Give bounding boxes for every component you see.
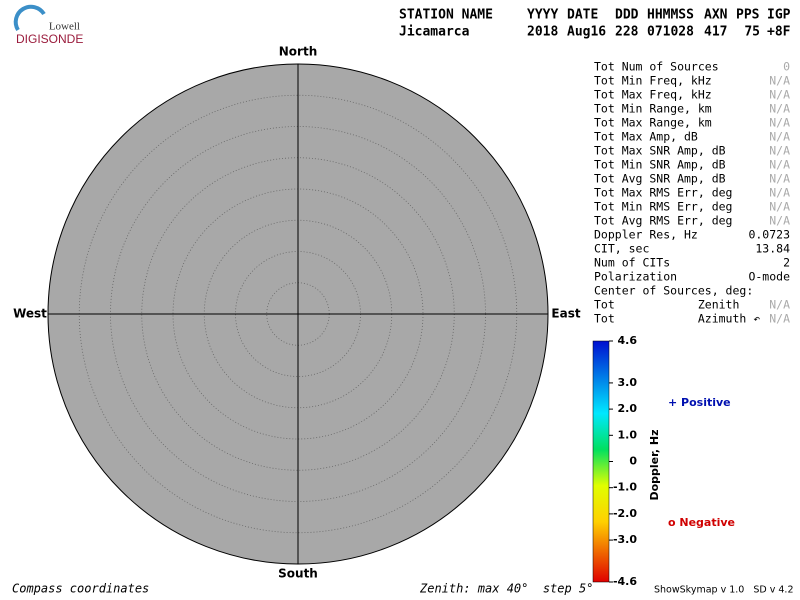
colorbar-tick-label: -4.6	[613, 575, 637, 588]
stat-value: N/A	[769, 214, 790, 228]
stat-label: Tot Min Range, km	[594, 102, 712, 116]
stat-label: Tot Max SNR Amp, dB	[594, 144, 726, 158]
header-label: HHMMSS	[647, 8, 694, 23]
header-label: DATE	[567, 8, 598, 23]
positive-legend: + Positive	[668, 396, 731, 409]
stat-value: N/A	[769, 130, 790, 144]
header-label: STATION NAME	[399, 8, 493, 23]
stat-label: Tot Min Freq, kHz	[594, 74, 712, 88]
header-label: AXN	[704, 8, 728, 23]
stat-value: O-mode	[748, 270, 790, 284]
stat-value: 0	[783, 60, 790, 74]
stat-value: 0.0723	[748, 228, 790, 242]
colorbar	[592, 340, 610, 583]
header-value: +8F	[767, 25, 791, 40]
header-value: 75	[744, 25, 760, 40]
stat-value: N/A	[769, 186, 790, 200]
stat-value: N/A	[769, 102, 790, 116]
footer-right: ShowSkymap v 1.0 SD v 4.2	[654, 585, 794, 596]
colorbar-tick-label: 2.0	[618, 402, 638, 415]
stat-value: N/A	[769, 116, 790, 130]
stat-label: Polarization	[594, 270, 677, 284]
west-label: West	[13, 307, 47, 321]
colorbar-tick-label: 3.0	[618, 376, 638, 389]
header-value: 417	[704, 25, 727, 40]
header-value: 2018	[527, 25, 558, 40]
stat-value: N/A	[769, 312, 790, 326]
stat-label: Tot Avg SNR Amp, dB	[594, 172, 726, 186]
colorbar-tick-label: 4.6	[618, 334, 638, 347]
stat-value: N/A	[769, 298, 790, 312]
header-value: 071028	[647, 25, 694, 40]
stat-value: N/A	[769, 144, 790, 158]
stat-label: Num of CITs	[594, 256, 670, 270]
stat-label: Tot Avg RMS Err, deg	[594, 214, 732, 228]
header-label: DDD	[615, 8, 639, 23]
colorbar-tick-label: -2.0	[613, 507, 637, 520]
header-value: Jicamarca	[399, 25, 470, 40]
stat-value: N/A	[769, 158, 790, 172]
header-label: PPS	[736, 8, 760, 23]
stat-label: Tot Max Freq, kHz	[594, 88, 712, 102]
stat-label: CIT, sec	[594, 242, 649, 256]
colorbar-tick-label: 1.0	[618, 428, 638, 441]
colorbar-tick-label: -3.0	[613, 533, 637, 546]
header-value: 228	[615, 25, 639, 40]
stat-label: Tot Max Amp, dB	[594, 130, 698, 144]
east-label: East	[551, 307, 580, 321]
logo-bottom: DIGISONDE	[16, 32, 83, 46]
stat-label: Tot Min SNR Amp, dB	[594, 158, 726, 172]
stat-value: N/A	[769, 74, 790, 88]
colorbar-tick-label: 0	[629, 455, 637, 468]
footer-left: Compass coordinates	[12, 582, 149, 596]
stat-value: N/A	[769, 88, 790, 102]
footer-center: Zenith: max 40° step 5°	[419, 582, 593, 596]
stat-label: Tot Azimuth ↶	[594, 312, 760, 326]
north-label: North	[279, 45, 317, 59]
colorbar-tick-label: -1.0	[613, 481, 637, 494]
logo-swoosh	[13, 4, 46, 32]
stat-label: Tot Min RMS Err, deg	[594, 200, 732, 214]
stat-value: 2	[783, 256, 790, 270]
south-label: South	[278, 567, 318, 581]
stat-label: Center of Sources, deg:	[594, 284, 753, 298]
stat-label: Tot Num of Sources	[594, 60, 719, 74]
header-value: Aug16	[567, 25, 606, 40]
stat-value: N/A	[769, 200, 790, 214]
header-label: IGP	[767, 8, 791, 23]
header-label: YYYY	[527, 8, 558, 23]
colorbar-title: Doppler, Hz	[648, 429, 661, 500]
stat-value: N/A	[769, 172, 790, 186]
stat-value: 13.84	[755, 242, 790, 256]
negative-legend: o Negative	[668, 516, 735, 529]
stat-label: Doppler Res, Hz	[594, 228, 698, 242]
logo-top: Lowell	[49, 21, 80, 33]
stat-label: Tot Max RMS Err, deg	[594, 186, 732, 200]
stat-label: Tot Max Range, km	[594, 116, 712, 130]
stat-label: Tot Zenith	[594, 298, 739, 312]
